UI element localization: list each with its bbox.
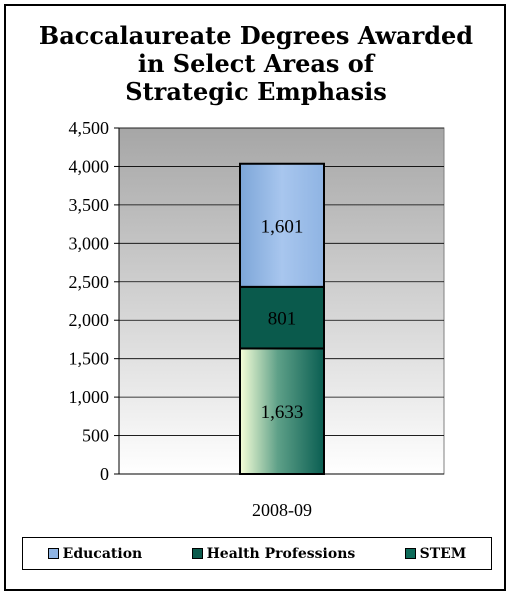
chart-title-line-2: in Select Areas of [137, 49, 375, 78]
x-tick-label-2008-09: 2008-09 [252, 500, 312, 520]
y-tick-label: 3,000 [69, 233, 110, 253]
chart-title-line-1: Baccalaureate Degrees Awarded [38, 21, 474, 50]
y-tick-label: 3,500 [69, 195, 110, 215]
y-tick-label: 1,000 [69, 387, 110, 407]
y-tick-label: 2,000 [69, 310, 110, 330]
legend-label-education: Education [62, 545, 143, 562]
chart-title: Baccalaureate Degrees Awarded in Select … [0, 22, 512, 106]
data-labels: 1,633 801 1,601 [261, 216, 304, 423]
legend: Education Health Professions STEM [22, 537, 492, 570]
legend-item-education: Education [47, 545, 143, 562]
data-label-education: 1,601 [261, 216, 304, 237]
y-tick-label: 0 [100, 464, 109, 484]
y-tick-label: 2,500 [69, 272, 110, 292]
legend-swatch-stem [404, 548, 416, 559]
legend-swatch-health-professions [191, 548, 203, 559]
y-tick-label: 4,000 [69, 156, 110, 176]
legend-item-stem: STEM [404, 545, 467, 562]
data-label-health-professions: 801 [268, 309, 297, 330]
y-tick-label: 4,500 [69, 118, 110, 138]
legend-item-health-professions: Health Professions [191, 545, 356, 562]
y-tick-label: 500 [82, 426, 109, 446]
legend-label-health-professions: Health Professions [206, 545, 356, 562]
y-tick-label: 1,500 [69, 349, 110, 369]
bars [239, 162, 325, 475]
data-label-stem: 1,633 [261, 402, 304, 423]
chart-title-line-3: Strategic Emphasis [125, 77, 387, 106]
bar-segment-education [239, 162, 325, 288]
y-axis-ticks: 0 500 1,000 1,500 2,000 2,500 3,000 3,500 4,000 4… [69, 118, 119, 484]
legend-label-stem: STEM [419, 545, 467, 562]
legend-swatch-education [47, 548, 59, 559]
